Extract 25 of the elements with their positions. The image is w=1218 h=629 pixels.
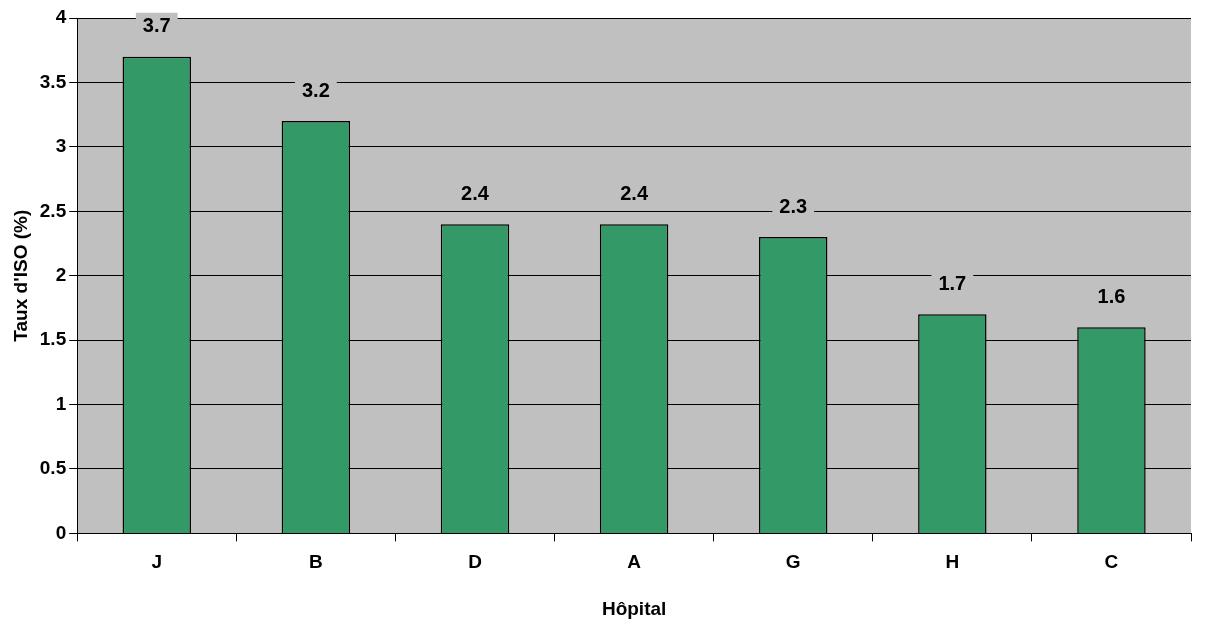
x-tick-label: H — [945, 551, 960, 573]
y-axis-title: Taux d'ISO (%) — [9, 209, 31, 342]
y-tick-label: 3.5 — [39, 70, 67, 92]
x-tick-label: J — [151, 551, 163, 573]
data-label: 3.7 — [142, 14, 171, 37]
x-tick-label: G — [785, 551, 801, 573]
data-label: 2.4 — [461, 181, 490, 204]
y-tick-label: 0.5 — [39, 457, 67, 479]
y-tick-label: 1.5 — [39, 328, 67, 350]
data-label: 3.2 — [301, 78, 330, 101]
y-tick-label: 0 — [55, 521, 67, 543]
x-tick-label: C — [1104, 551, 1119, 573]
x-tick-label: B — [309, 551, 323, 573]
x-axis-title: Hôpital — [601, 597, 667, 619]
x-tick-label: D — [468, 551, 482, 573]
x-tick-label: A — [627, 551, 642, 573]
y-tick-label: 1 — [55, 392, 67, 414]
data-label: 1.6 — [1097, 284, 1126, 307]
y-tick-label: 2 — [55, 263, 67, 285]
y-tick-label: 2.5 — [39, 199, 67, 221]
y-tick-label: 3 — [55, 135, 67, 157]
data-label: 2.3 — [779, 194, 808, 217]
data-label: 2.4 — [620, 181, 649, 204]
y-tick-label: 4 — [55, 6, 67, 28]
data-label: 1.7 — [938, 271, 967, 294]
